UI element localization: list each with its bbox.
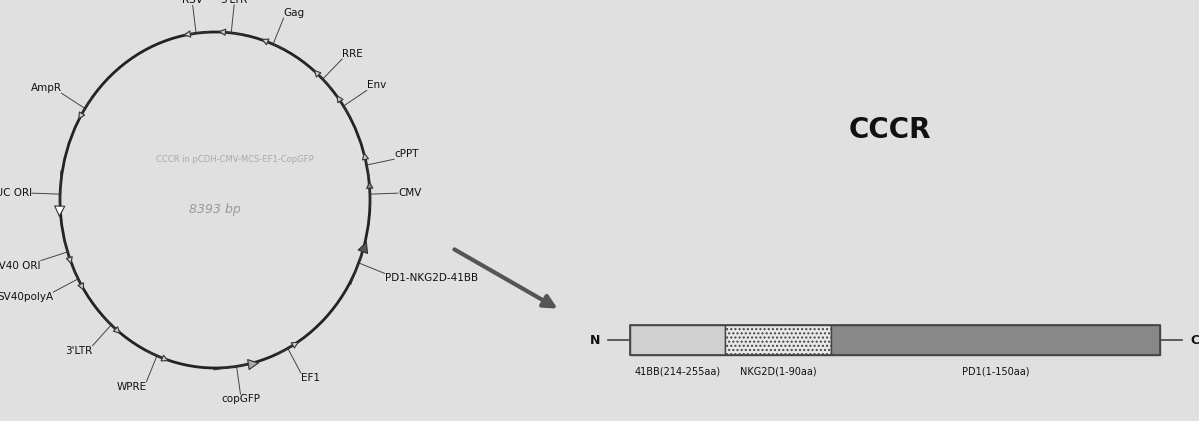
Bar bbox=[831, 325, 1159, 355]
Text: C: C bbox=[1189, 333, 1199, 346]
Text: 8393 bp: 8393 bp bbox=[189, 203, 241, 216]
Text: copGFP: copGFP bbox=[221, 394, 260, 404]
Text: Env: Env bbox=[367, 80, 386, 91]
Text: NKG2D(1-90aa): NKG2D(1-90aa) bbox=[740, 367, 817, 377]
Text: PD1(1-150aa): PD1(1-150aa) bbox=[962, 367, 1030, 377]
Text: EF1: EF1 bbox=[301, 373, 320, 383]
Text: PD1-NKG2D-41BB: PD1-NKG2D-41BB bbox=[385, 273, 477, 283]
Text: N: N bbox=[590, 333, 600, 346]
Text: CCCR in pCDH-CMV-MCS-EF1-CopGFP: CCCR in pCDH-CMV-MCS-EF1-CopGFP bbox=[156, 155, 314, 165]
Text: pUC ORI: pUC ORI bbox=[0, 188, 32, 198]
Text: 41BB(214-255aa): 41BB(214-255aa) bbox=[634, 367, 721, 377]
Text: CCCR: CCCR bbox=[849, 116, 932, 144]
Text: CMV: CMV bbox=[398, 188, 421, 198]
Bar bbox=[629, 325, 1159, 355]
Text: cPPT: cPPT bbox=[394, 149, 418, 159]
Text: 3'LTR: 3'LTR bbox=[65, 346, 92, 356]
Text: RSV: RSV bbox=[182, 0, 203, 5]
Text: SV40 ORI: SV40 ORI bbox=[0, 261, 41, 271]
Bar bbox=[629, 325, 725, 355]
Bar bbox=[725, 325, 831, 355]
Text: RRE: RRE bbox=[342, 49, 363, 59]
Text: SV40polyA: SV40polyA bbox=[0, 292, 54, 302]
Text: WPRE: WPRE bbox=[116, 382, 146, 392]
Text: 5'LTR: 5'LTR bbox=[221, 0, 248, 5]
Text: AmpR: AmpR bbox=[30, 83, 61, 93]
Text: Gag: Gag bbox=[283, 8, 305, 18]
